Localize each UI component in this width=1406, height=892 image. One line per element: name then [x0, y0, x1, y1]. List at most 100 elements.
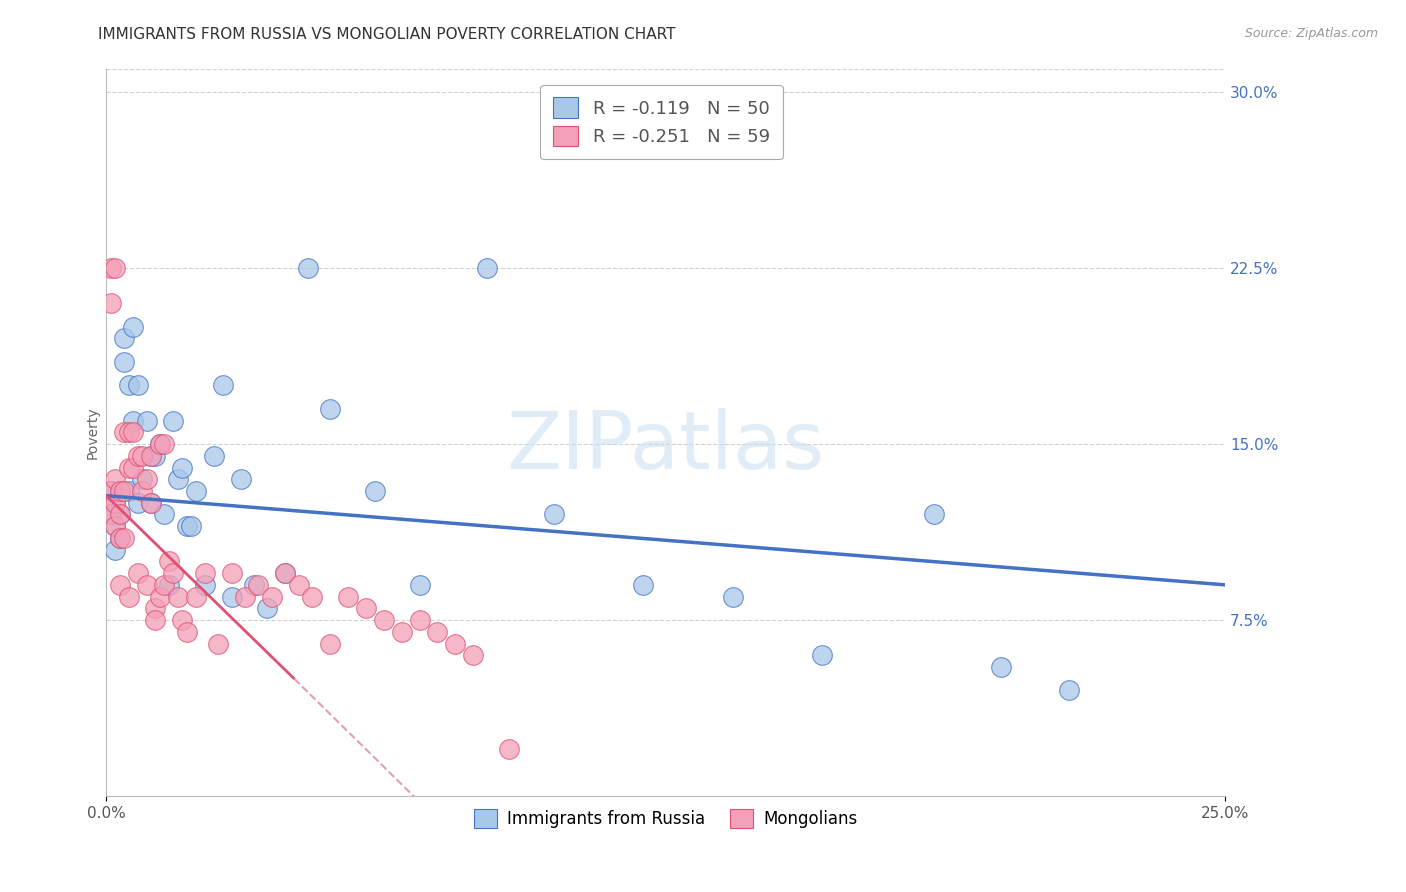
Point: [297, 260, 319, 275]
Point: [131, 449, 153, 463]
Point: [117, 483, 139, 498]
Point: [301, 590, 323, 604]
Point: [127, 496, 149, 510]
Point: [426, 624, 449, 639]
Point: [100, 483, 122, 498]
Point: [184, 590, 207, 604]
Point: [221, 566, 243, 581]
Point: [194, 566, 217, 581]
Point: [1057, 683, 1080, 698]
Point: [153, 508, 176, 522]
Point: [229, 472, 252, 486]
Point: [233, 590, 256, 604]
Point: [127, 378, 149, 392]
Point: [122, 460, 145, 475]
Point: [172, 613, 194, 627]
Point: [319, 636, 342, 650]
Point: [166, 590, 188, 604]
Point: [354, 601, 377, 615]
Y-axis label: Poverty: Poverty: [86, 406, 100, 458]
Point: [131, 483, 153, 498]
Point: [127, 566, 149, 581]
Text: IMMIGRANTS FROM RUSSIA VS MONGOLIAN POVERTY CORRELATION CHART: IMMIGRANTS FROM RUSSIA VS MONGOLIAN POVE…: [98, 27, 676, 42]
Point: [149, 437, 172, 451]
Point: [100, 508, 122, 522]
Point: [104, 519, 127, 533]
Point: [247, 578, 270, 592]
Point: [336, 590, 359, 604]
Point: [104, 496, 127, 510]
Point: [157, 578, 180, 592]
Point: [104, 260, 127, 275]
Point: [408, 578, 430, 592]
Point: [104, 519, 127, 533]
Point: [112, 355, 135, 369]
Point: [221, 590, 243, 604]
Point: [135, 472, 157, 486]
Point: [391, 624, 413, 639]
Point: [162, 413, 184, 427]
Point: [180, 519, 202, 533]
Point: [990, 660, 1012, 674]
Point: [274, 566, 297, 581]
Point: [139, 449, 162, 463]
Point: [202, 449, 225, 463]
Point: [100, 483, 122, 498]
Point: [104, 472, 127, 486]
Point: [256, 601, 278, 615]
Point: [172, 460, 194, 475]
Point: [176, 519, 198, 533]
Point: [153, 437, 176, 451]
Point: [139, 449, 162, 463]
Point: [112, 531, 135, 545]
Point: [498, 742, 520, 756]
Point: [131, 472, 153, 486]
Point: [108, 578, 131, 592]
Point: [274, 566, 297, 581]
Point: [100, 296, 122, 310]
Point: [104, 542, 127, 557]
Point: [319, 401, 342, 416]
Text: Source: ZipAtlas.com: Source: ZipAtlas.com: [1244, 27, 1378, 40]
Point: [117, 590, 139, 604]
Point: [135, 413, 157, 427]
Point: [633, 578, 655, 592]
Point: [112, 425, 135, 440]
Point: [260, 590, 283, 604]
Point: [721, 590, 744, 604]
Point: [145, 613, 167, 627]
Point: [149, 590, 172, 604]
Point: [108, 508, 131, 522]
Point: [117, 425, 139, 440]
Point: [176, 624, 198, 639]
Point: [373, 613, 395, 627]
Point: [122, 319, 145, 334]
Point: [117, 460, 139, 475]
Point: [135, 578, 157, 592]
Point: [166, 472, 188, 486]
Point: [127, 449, 149, 463]
Text: ZIPatlas: ZIPatlas: [506, 408, 825, 486]
Point: [207, 636, 229, 650]
Point: [139, 496, 162, 510]
Point: [287, 578, 309, 592]
Point: [475, 260, 498, 275]
Point: [184, 483, 207, 498]
Point: [157, 554, 180, 568]
Point: [122, 413, 145, 427]
Point: [243, 578, 266, 592]
Point: [100, 260, 122, 275]
Point: [153, 578, 176, 592]
Point: [408, 613, 430, 627]
Point: [922, 508, 945, 522]
Point: [108, 483, 131, 498]
Point: [117, 378, 139, 392]
Point: [112, 331, 135, 345]
Point: [145, 449, 167, 463]
Point: [145, 601, 167, 615]
Point: [108, 531, 131, 545]
Legend: Immigrants from Russia, Mongolians: Immigrants from Russia, Mongolians: [467, 803, 865, 835]
Point: [108, 531, 131, 545]
Point: [112, 483, 135, 498]
Point: [194, 578, 217, 592]
